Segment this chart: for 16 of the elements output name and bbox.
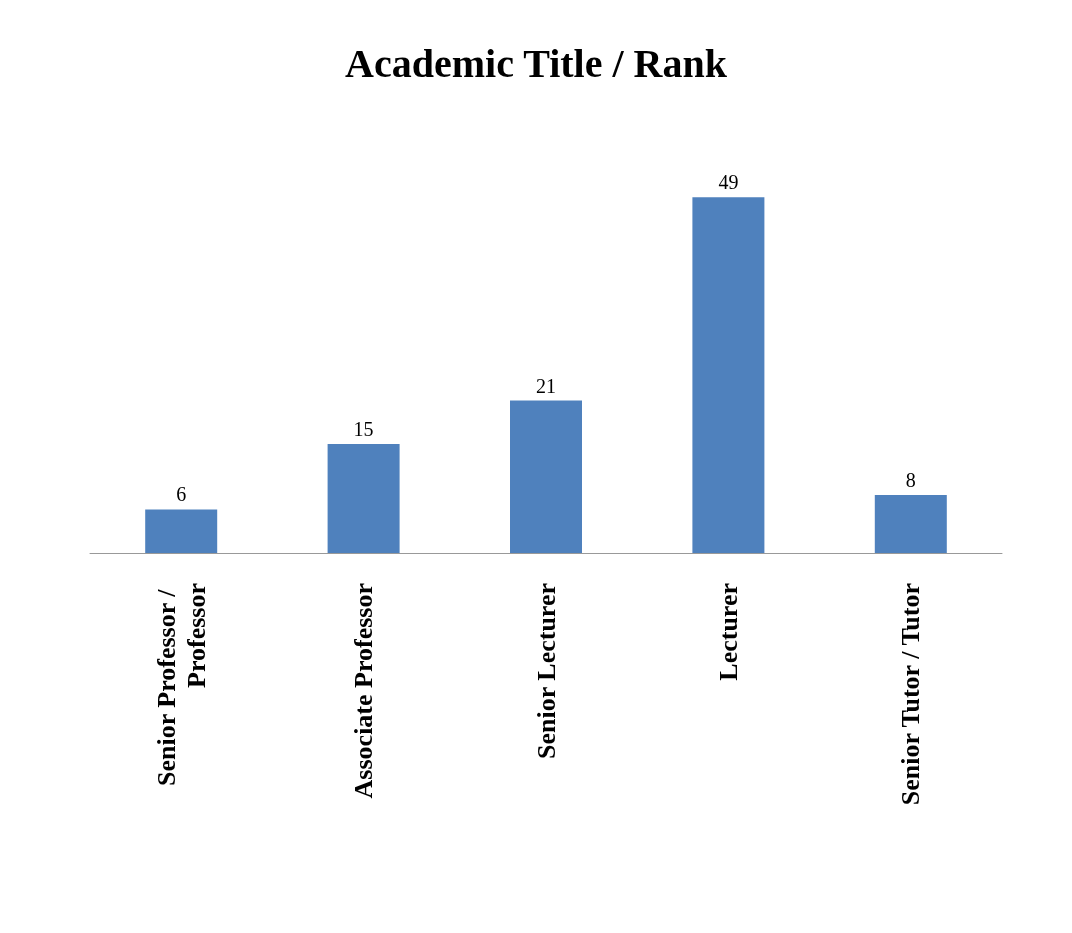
bar [145,509,218,553]
bar [327,444,400,553]
x-tick-label: Senior Professor / Professor [151,583,211,786]
x-tick-label: Lecturer [713,583,743,681]
bar [510,400,582,553]
bar [874,494,947,553]
data-label: 8 [905,468,916,491]
x-tick-label: Senior Tutor / Tutor [896,583,926,806]
chart-title: Academic Title / Rank [345,40,728,86]
x-tick-label: Associate Professor [349,583,379,799]
data-label: 49 [718,171,739,194]
bar [692,197,765,553]
x-tick-label: Senior Lecturer [531,583,561,759]
data-label: 15 [353,418,374,441]
data-label: 6 [176,483,187,506]
data-label: 21 [536,374,556,397]
